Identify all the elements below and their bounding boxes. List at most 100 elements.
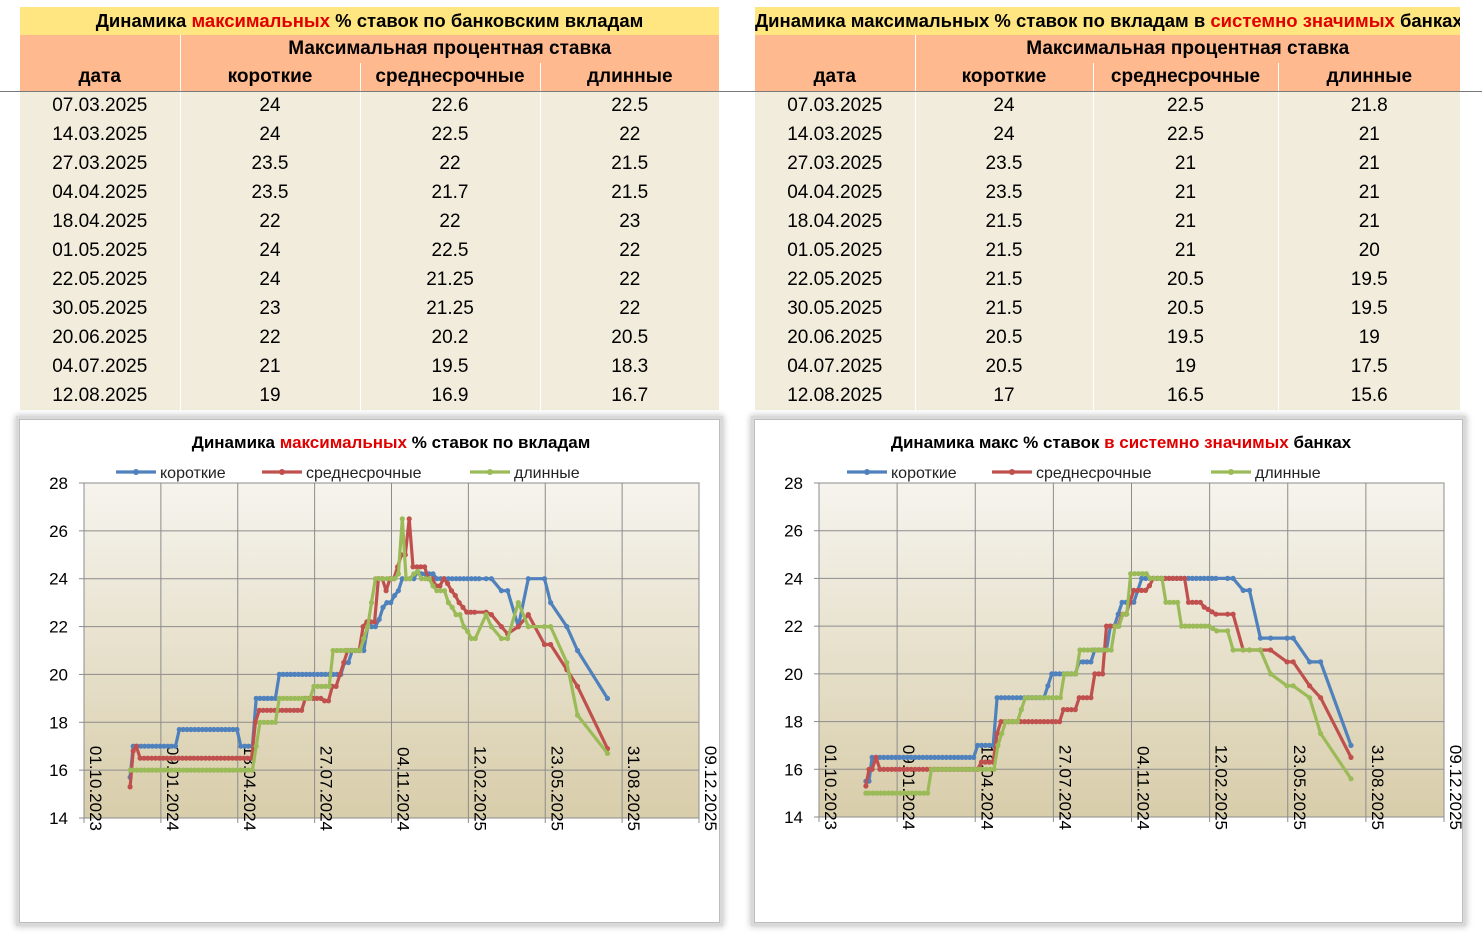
legend-marker: [133, 469, 139, 475]
data-point: [368, 600, 375, 606]
data-point: [384, 576, 390, 582]
data-point: [498, 588, 504, 594]
data-point: [238, 767, 244, 773]
cell-long: 18.3: [539, 352, 720, 381]
data-point: [1147, 575, 1153, 581]
data-point: [1225, 628, 1231, 634]
y-tick-label: 16: [49, 761, 68, 780]
data-point: [169, 743, 175, 749]
data-point: [241, 755, 247, 761]
data-point: [130, 767, 136, 773]
data-point: [967, 754, 973, 760]
cell-short: 20.5: [914, 323, 1093, 352]
data-point: [1128, 571, 1134, 577]
data-point: [1307, 683, 1313, 689]
data-point: [452, 592, 458, 599]
data-point: [280, 695, 286, 701]
data-point: [280, 671, 286, 677]
data-point: [956, 766, 962, 772]
cell-short: 22: [179, 323, 360, 352]
table-row: 14.03.2025 24 22.5 22: [20, 120, 720, 149]
data-point: [360, 624, 366, 630]
data-point: [326, 683, 332, 689]
data-point: [1107, 623, 1113, 629]
data-point: [483, 612, 489, 618]
data-point: [947, 754, 953, 760]
data-point: [1159, 575, 1165, 581]
cell-short: 17: [914, 381, 1093, 410]
data-point: [1135, 571, 1142, 577]
cell-medium: 22: [359, 207, 540, 236]
data-point: [260, 707, 266, 713]
data-point: [1002, 695, 1008, 701]
data-point: [230, 726, 236, 733]
x-tick-label: 31.08.2025: [1368, 745, 1387, 830]
data-point: [525, 612, 531, 618]
data-point: [376, 616, 382, 622]
cell-short: 24: [179, 265, 360, 294]
table-row: 20.06.2025 20.5 19.5 19: [755, 323, 1461, 352]
data-point: [384, 600, 390, 606]
cell-short: 20.5: [914, 352, 1093, 381]
data-point: [885, 790, 892, 796]
data-point: [1198, 623, 1204, 629]
chart-systemic-banks-svg: Динамика макс % ставок в системно значим…: [784, 433, 1462, 830]
data-point: [245, 767, 252, 773]
cell-long: 16.7: [539, 381, 720, 410]
data-point: [1290, 659, 1296, 665]
data-point: [971, 754, 977, 760]
chart-title: Динамика максимальных % ставок по вклада…: [192, 433, 591, 452]
table-row: 30.05.2025 21.5 20.5 19.5: [755, 294, 1461, 323]
data-point: [176, 726, 182, 733]
cell-medium: 22.5: [1092, 91, 1278, 120]
group-header: Максимальная процентная ставка: [179, 35, 720, 63]
rates-table-all-banks: Динамика максимальных % ставок по банков…: [20, 7, 720, 410]
data-point: [1037, 719, 1043, 725]
data-point: [1096, 671, 1102, 677]
data-point: [1131, 587, 1137, 593]
data-point: [909, 790, 915, 796]
data-point: [541, 624, 548, 630]
data-point: [893, 754, 899, 760]
data-point: [1225, 611, 1231, 617]
data-point: [1139, 575, 1145, 581]
x-tick-label: 09.12.2025: [1446, 745, 1462, 830]
data-point: [1034, 695, 1040, 701]
chart-title: Динамика макс % ставок в системно значим…: [891, 433, 1352, 452]
data-point: [917, 790, 923, 796]
data-point: [1186, 623, 1192, 629]
data-point: [453, 612, 459, 618]
cell-date: 30.05.2025: [755, 294, 915, 323]
data-point: [928, 766, 935, 772]
data-point: [192, 726, 198, 733]
data-point: [936, 766, 942, 772]
data-point: [1182, 623, 1188, 629]
cell-medium: 19.5: [359, 352, 540, 381]
data-point: [908, 754, 914, 760]
data-point: [256, 707, 262, 713]
data-point: [361, 647, 367, 654]
data-point: [461, 624, 467, 630]
data-point: [912, 766, 918, 772]
cell-short: 21.5: [914, 294, 1093, 323]
data-point: [215, 767, 221, 773]
column-header-date: дата: [755, 63, 915, 91]
data-point: [318, 695, 324, 701]
chart-all-banks-svg: Динамика максимальных % ставок по вклада…: [49, 433, 719, 831]
data-point: [161, 743, 167, 749]
cell-long: 22: [539, 120, 720, 149]
y-tick-label: 26: [49, 522, 68, 541]
data-point: [1041, 719, 1047, 725]
rates-table-systemic-banks: Динамика максимальных % ставок по вклада…: [755, 7, 1461, 410]
y-tick-label: 18: [49, 713, 68, 732]
data-point: [399, 576, 405, 582]
data-point: [426, 576, 432, 582]
data-point: [434, 588, 440, 594]
data-point: [548, 641, 554, 648]
data-point: [269, 719, 275, 725]
data-point: [322, 698, 328, 704]
data-point: [1193, 599, 1199, 605]
cell-date: 20.06.2025: [20, 323, 180, 352]
table-row: 04.07.2025 21 19.5 18.3: [20, 352, 720, 381]
data-point: [1178, 575, 1184, 581]
